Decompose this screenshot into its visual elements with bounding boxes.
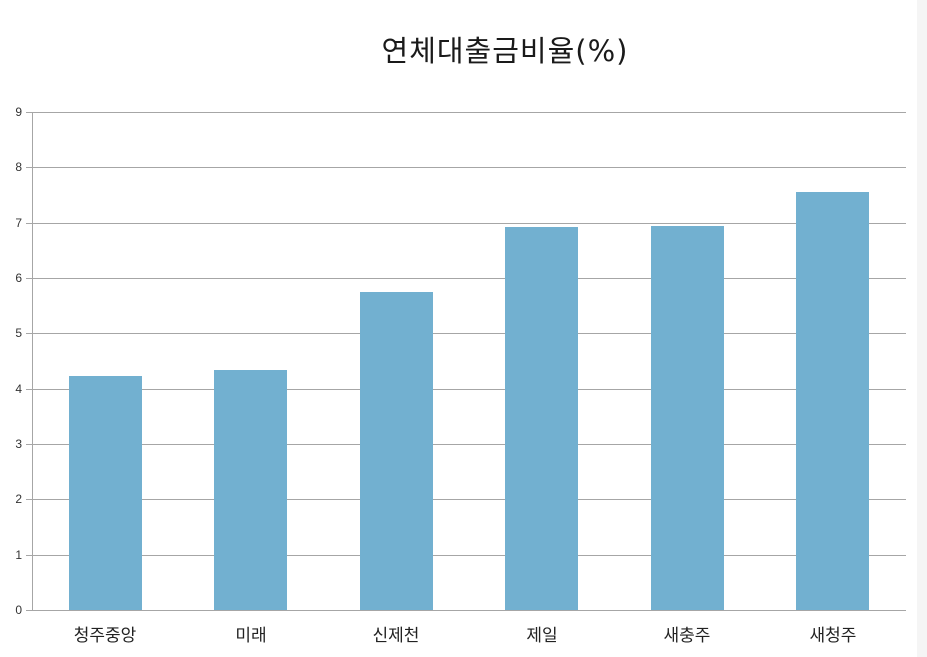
y-tick-label: 7 (15, 216, 22, 230)
gridline (26, 444, 906, 445)
gridline (26, 499, 906, 500)
y-tick-label: 9 (15, 105, 22, 119)
x-tick-label: 새청주 (809, 626, 857, 646)
y-tick-label: 1 (15, 548, 22, 562)
chart-title: 연체대출금비율(%) (381, 34, 629, 68)
y-tick-label: 8 (15, 160, 22, 174)
gridline (26, 333, 906, 334)
x-tick-label: 새충주 (663, 626, 711, 646)
x-tick-label: 신제천 (372, 626, 420, 646)
bar-청주중앙 (69, 376, 142, 610)
bar-미래 (214, 370, 287, 610)
y-tick-label: 5 (15, 326, 22, 340)
bar-신제천 (360, 292, 433, 610)
gridline (26, 112, 906, 113)
x-tick-label: 미래 (235, 626, 267, 646)
plot-area (26, 112, 906, 611)
gridline (26, 223, 906, 224)
x-tick-label: 제일 (526, 626, 558, 646)
gridline (26, 167, 906, 168)
gridline (26, 555, 906, 556)
gridline (26, 389, 906, 390)
x-tick-label: 청주중앙 (73, 626, 137, 646)
gridline (26, 278, 906, 279)
y-tick-label: 3 (15, 437, 22, 451)
bar-새청주 (796, 192, 869, 610)
y-tick-label: 2 (15, 492, 22, 506)
x-axis-line (26, 610, 906, 611)
y-tick-label: 0 (15, 603, 22, 617)
right-edge-strip (917, 0, 927, 657)
bar-새충주 (651, 226, 724, 610)
y-tick-label: 4 (15, 382, 22, 396)
bar-제일 (505, 227, 578, 610)
y-axis-line (32, 112, 33, 610)
y-tick-label: 6 (15, 271, 22, 285)
